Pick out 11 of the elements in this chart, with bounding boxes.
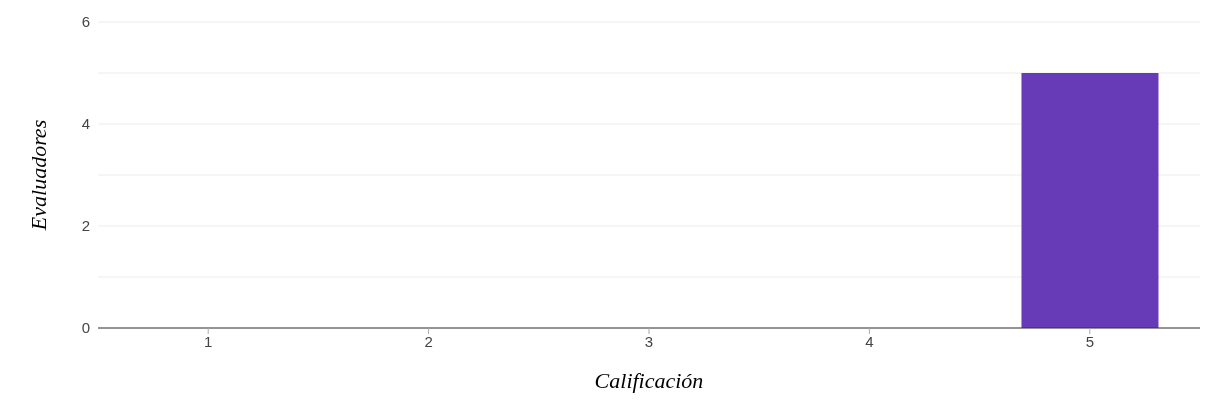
y-tick-label: 4 — [81, 115, 90, 133]
x-tick-label: 5 — [1085, 332, 1094, 350]
y-tick-label: 6 — [81, 13, 90, 31]
x-axis-title: Calificación — [594, 367, 704, 393]
y-axis-title: Evaluadores — [25, 119, 51, 232]
x-tick-label: 3 — [644, 332, 654, 350]
y-tick-label: 0 — [81, 319, 90, 337]
x-tick-label: 2 — [424, 332, 433, 350]
x-tick-label: 1 — [204, 332, 213, 350]
y-tick-label: 2 — [81, 217, 90, 235]
x-tick-label: 4 — [865, 332, 874, 350]
